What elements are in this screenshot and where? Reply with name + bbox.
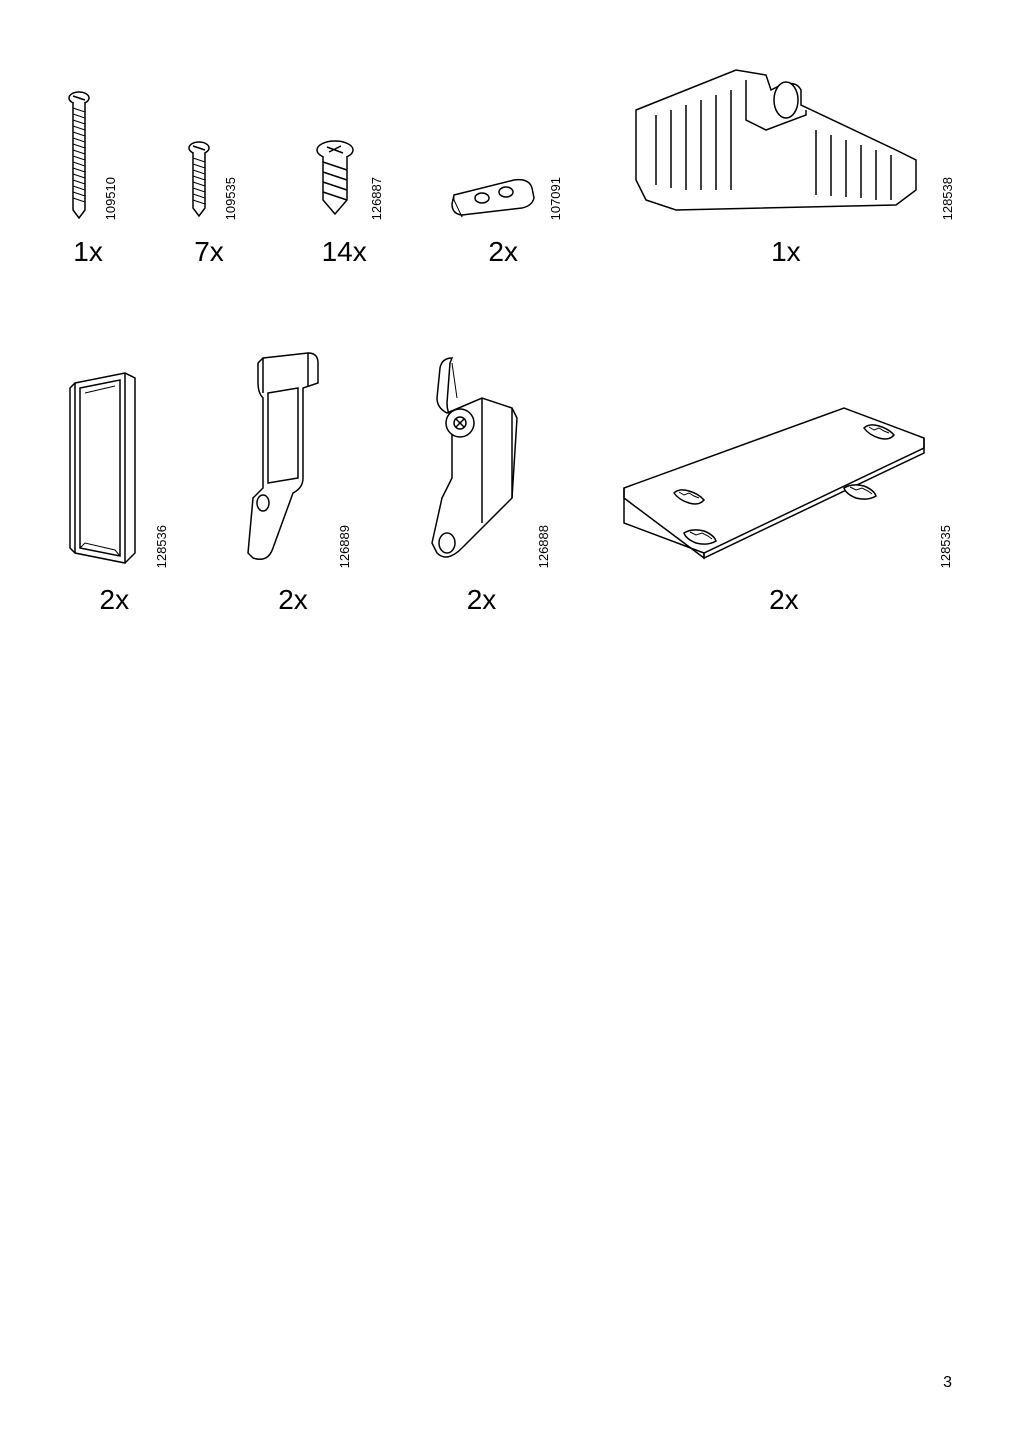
part-number-label: 109510 <box>103 177 118 220</box>
part-visual: 107091 <box>444 170 563 220</box>
part-number-label: 109535 <box>223 177 238 220</box>
part-visual: 128536 <box>60 368 169 568</box>
quantity-label: 7x <box>194 236 224 268</box>
quantity-label: 2x <box>488 236 518 268</box>
part-number-label: 128535 <box>938 525 953 568</box>
screw-short-fat-icon <box>305 140 365 220</box>
quantity-label: 2x <box>467 584 497 616</box>
part-visual: 109510 <box>59 90 118 220</box>
screw-long-icon <box>59 90 99 220</box>
quantity-label: 2x <box>769 584 799 616</box>
quantity-label: 2x <box>100 584 130 616</box>
hinge-part-a-icon <box>233 348 333 568</box>
part-number-label: 126887 <box>369 177 384 220</box>
channel-piece-icon <box>60 368 150 568</box>
large-bracket-icon <box>616 60 936 220</box>
part-number-label: 126888 <box>536 525 551 568</box>
part-number-label: 128536 <box>154 525 169 568</box>
part-visual: 128538 <box>616 60 955 220</box>
part-item: 128536 2x <box>50 368 179 616</box>
part-item: 109535 7x <box>166 140 252 268</box>
screw-medium-icon <box>179 140 219 220</box>
page-number: 3 <box>943 1374 952 1392</box>
part-visual: 126889 <box>233 348 352 568</box>
part-visual: 126888 <box>412 348 551 568</box>
parts-row-1: 109510 1x 109535 7x <box>50 60 962 268</box>
flat-plate-icon <box>444 170 544 220</box>
quantity-label: 2x <box>278 584 308 616</box>
part-item: 109510 1x <box>50 90 126 268</box>
part-item: 107091 2x <box>437 170 570 268</box>
part-number-label: 128538 <box>940 177 955 220</box>
part-visual: 128535 <box>614 388 953 568</box>
quantity-label: 1x <box>771 236 801 268</box>
part-number-label: 126889 <box>337 525 352 568</box>
mounting-plate-icon <box>614 388 934 568</box>
part-item: 128535 2x <box>606 388 962 616</box>
parts-row-2: 128536 2x 126889 2x <box>50 348 962 616</box>
part-item: 126889 2x <box>229 348 358 616</box>
hinge-part-b-icon <box>412 348 532 568</box>
part-item: 126887 14x <box>292 140 397 268</box>
quantity-label: 14x <box>322 236 367 268</box>
part-number-label: 107091 <box>548 177 563 220</box>
part-item: 128538 1x <box>610 60 962 268</box>
part-visual: 126887 <box>305 140 384 220</box>
quantity-label: 1x <box>73 236 103 268</box>
part-item: 126888 2x <box>407 348 555 616</box>
part-visual: 109535 <box>179 140 238 220</box>
